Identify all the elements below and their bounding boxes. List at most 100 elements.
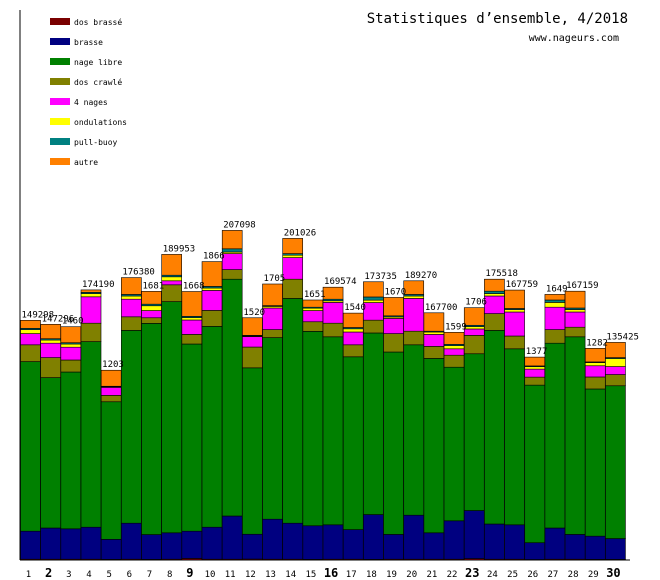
bar-segment [242, 367, 263, 535]
bar-segment [584, 535, 606, 560]
bar-segment [100, 387, 122, 396]
legend-label: nage libre [74, 58, 122, 67]
bar-segment [221, 515, 243, 560]
x-tick-label: 30 [606, 566, 620, 580]
bar-segment [342, 328, 364, 333]
x-tick-label: 12 [245, 570, 256, 580]
bar-segment [524, 376, 546, 386]
bar-segment [564, 309, 586, 313]
bar-segment [342, 312, 364, 328]
bar-segment [242, 317, 263, 336]
bar-segment [100, 539, 122, 560]
bar-segment [242, 336, 263, 348]
bar-segment [262, 307, 283, 330]
bar-segment [484, 523, 505, 560]
bar-total-label: 1651 [304, 290, 326, 300]
x-tick-label: 26 [527, 570, 538, 580]
x-tick-label: 10 [205, 570, 216, 580]
x-tick-label: 5 [106, 570, 111, 580]
bar-segment [605, 342, 626, 358]
bar-segment [363, 299, 384, 303]
bar-total-label: 1670 [385, 287, 407, 297]
legend-label: ondulations [74, 118, 127, 127]
bar-segment [584, 362, 606, 367]
bar-segment [322, 286, 344, 300]
legend-swatch [50, 58, 70, 65]
bar-segment [221, 253, 243, 270]
bar-segment [40, 527, 61, 560]
bar-segment [60, 346, 82, 361]
bar-segment [80, 341, 102, 528]
bar-segment [504, 348, 525, 526]
x-tick-label: 20 [406, 570, 417, 580]
bar-segment [100, 401, 122, 540]
bar-segment [121, 295, 142, 300]
legend-label: dos crawlé [74, 77, 122, 87]
bar-segment [403, 514, 425, 560]
x-tick-label: 21 [426, 570, 437, 580]
bar-segment [20, 344, 41, 362]
bar-total-label: 167700 [425, 303, 458, 313]
bar-segment [605, 374, 626, 387]
bar-segment [484, 278, 505, 292]
bar-segment [443, 354, 465, 368]
bar-segment [524, 368, 546, 378]
bar-segment [544, 299, 566, 303]
bar-segment [463, 326, 485, 330]
legend: dos brassé brasse nage libre dos crawlé 4 na… [50, 17, 127, 167]
bar-segment [161, 254, 182, 276]
bar-segment [564, 326, 586, 338]
bar-segment [282, 238, 304, 254]
bar-segment [20, 329, 41, 334]
legend-swatch [50, 98, 70, 105]
bar-segment [201, 290, 223, 311]
bar-total-label: 1599 [445, 322, 467, 332]
bar-total-label: 201026 [284, 228, 317, 238]
bar-segment [60, 359, 82, 373]
bar-segment [342, 344, 364, 358]
bar-segment [423, 532, 445, 560]
bar-segment [544, 342, 566, 529]
bar-segment [322, 336, 344, 526]
x-tick-label: 15 [305, 570, 316, 580]
bar-segment [221, 230, 243, 250]
bar-segment [181, 530, 203, 559]
bar-segment [443, 332, 465, 345]
bar-total-label: 1460 [62, 317, 84, 327]
x-tick-label: 6 [127, 570, 132, 580]
bar-segment [383, 297, 404, 317]
bar-segment [141, 305, 162, 311]
bar-segment [342, 331, 364, 346]
bar-segment [564, 534, 586, 560]
bar-segment [100, 395, 122, 403]
bar-segment [282, 278, 304, 299]
bar-total-label: 189953 [163, 244, 196, 254]
bar-segment [504, 524, 525, 560]
bar-total-label: 1866 [203, 252, 225, 262]
bar-segment [242, 346, 263, 369]
x-tick-label: 18 [366, 570, 377, 580]
bar-segment [282, 298, 304, 524]
legend-swatch [50, 38, 70, 45]
bar-segment [584, 365, 606, 378]
legend-label: 4 nages [74, 98, 108, 107]
bar-segment [484, 290, 505, 294]
x-tick-label: 23 [465, 566, 479, 580]
bar-segment [504, 311, 525, 337]
bar-segment [262, 337, 283, 520]
bar-segment [201, 326, 223, 528]
bar-segment [121, 330, 142, 524]
bar-total-label: 207098 [223, 220, 256, 230]
bar-segment [443, 348, 465, 356]
bar-total-label: 135425 [606, 332, 639, 342]
bar-total-label: 1520 [243, 308, 265, 318]
x-tick-label: 11 [225, 570, 236, 580]
bar-segment [141, 323, 162, 535]
bar-segment [221, 269, 243, 280]
bar-segment [342, 356, 364, 530]
bar-segment [141, 534, 162, 560]
bar-segment [80, 293, 102, 298]
bar-segment [242, 533, 263, 560]
bar-segment [605, 538, 626, 560]
